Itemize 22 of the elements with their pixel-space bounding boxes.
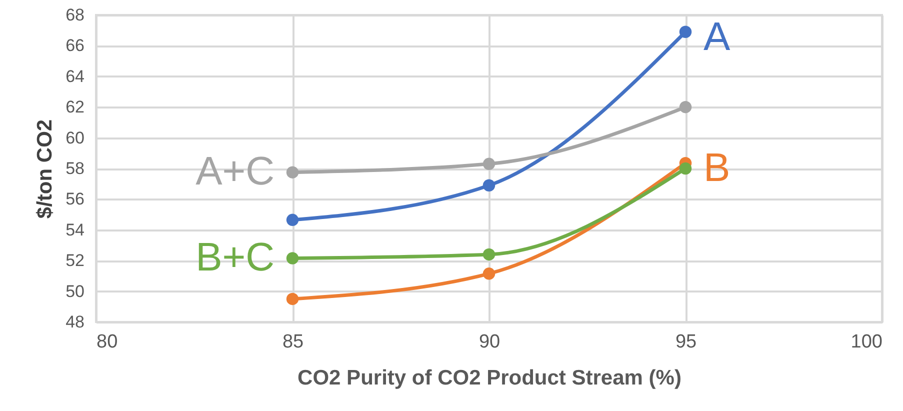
- y-tick-label: 68: [66, 6, 84, 24]
- y-tick-label: 54: [66, 220, 84, 240]
- y-tick-label: 56: [66, 190, 84, 209]
- y-tick-label: 52: [66, 251, 84, 270]
- series-label: A+C: [196, 149, 274, 194]
- y-tick-label: 48: [66, 312, 84, 332]
- y-tick-label: 60: [66, 128, 84, 148]
- series-label: B+C: [196, 235, 274, 280]
- x-tick-label: 80: [96, 332, 118, 352]
- y-tick-label: 64: [66, 66, 84, 86]
- series-label: A: [704, 14, 730, 59]
- y-tick-label: 58: [66, 159, 84, 178]
- x-tick-label: 90: [478, 332, 500, 352]
- x-axis-title: CO2 Purity of CO2 Product Stream (%): [298, 366, 682, 390]
- y-tick-label: 50: [66, 282, 84, 301]
- y-tick-label: 62: [66, 98, 84, 117]
- y-tick-label: 66: [66, 36, 84, 56]
- x-tick-label: 95: [675, 332, 697, 352]
- series-label: B: [704, 146, 730, 190]
- x-tick-label: 85: [282, 332, 304, 352]
- y-axis-title: $/ton CO2: [34, 119, 57, 219]
- x-tick-label: 100: [850, 332, 882, 352]
